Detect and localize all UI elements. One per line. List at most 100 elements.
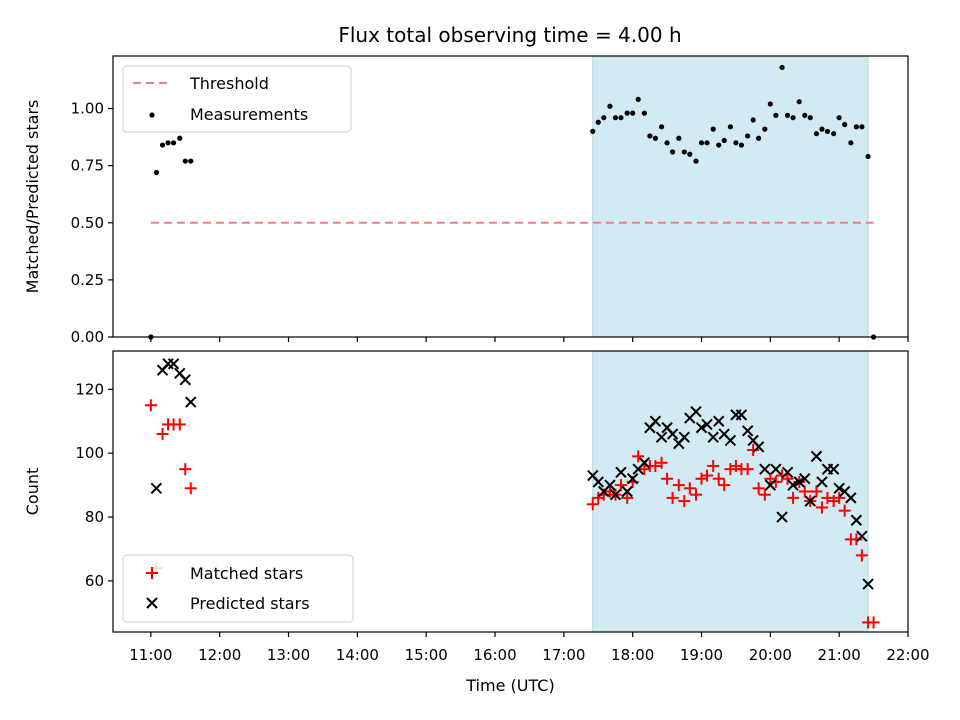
measurement-point xyxy=(750,117,756,123)
matched-star-point xyxy=(707,459,720,472)
measurement-point xyxy=(177,135,183,141)
measurement-point xyxy=(727,124,734,130)
predicted-star-point xyxy=(162,358,174,370)
matched-star-point xyxy=(621,491,634,504)
measurement-point xyxy=(831,131,837,137)
measurement-point xyxy=(153,169,159,176)
measurement-point xyxy=(853,124,859,130)
predicted-star-point xyxy=(850,514,863,526)
measurement-point xyxy=(693,158,699,164)
measurement-point xyxy=(170,140,177,146)
measurement-point xyxy=(159,142,166,148)
y-tick-label: 0.00 xyxy=(71,328,104,346)
matched-star-point xyxy=(690,488,702,501)
x-axis-label: Time (UTC) xyxy=(465,676,554,695)
matched-star-point xyxy=(815,501,828,514)
matched-star-point xyxy=(798,485,811,498)
measurement-point xyxy=(813,131,820,137)
predicted-star-point xyxy=(810,450,823,463)
y-tick-label: 1.00 xyxy=(71,100,104,118)
bottom-observing-span xyxy=(592,350,869,633)
predicted-star-point xyxy=(833,482,845,495)
x-tick-label: 16:00 xyxy=(473,646,516,664)
predicted-star-point xyxy=(793,476,805,488)
measurement-point xyxy=(182,158,188,164)
predicted-star-point xyxy=(752,441,765,453)
matched-star-point xyxy=(701,469,714,482)
measurement-point xyxy=(716,142,722,148)
predicted-star-point xyxy=(799,473,811,485)
matched-star-point xyxy=(655,456,668,469)
x-tick-label: 14:00 xyxy=(336,646,379,664)
matched-star-point xyxy=(586,498,599,511)
x-tick-label: 11:00 xyxy=(129,646,172,664)
measurement-point xyxy=(842,121,848,128)
predicted-star-point xyxy=(856,530,868,542)
measurement-point xyxy=(745,133,751,139)
predicted-star-point xyxy=(655,431,668,443)
matched-star-point xyxy=(683,482,696,495)
predicted-star-point xyxy=(592,476,604,488)
predicted-star-point xyxy=(615,466,627,479)
predicted-star-point xyxy=(735,409,748,421)
matched-star-point xyxy=(661,472,674,485)
predicted-star-point xyxy=(827,463,840,475)
matched-star-point xyxy=(810,485,823,498)
measurement-point xyxy=(188,158,194,164)
bottom-y-axis-label: Count xyxy=(23,468,42,516)
measurement-point xyxy=(824,128,831,134)
measurement-point xyxy=(859,124,865,130)
predicted-star-point xyxy=(764,479,777,491)
legend-matched-label: Matched stars xyxy=(190,564,303,583)
matched-star-point xyxy=(821,491,834,504)
predicted-star-point xyxy=(626,473,639,485)
predicted-star-point xyxy=(185,396,197,408)
matched-star-point xyxy=(678,495,691,508)
measurement-point xyxy=(652,135,658,141)
matched-star-point xyxy=(769,475,782,488)
measurement-point xyxy=(590,128,596,134)
matched-star-point xyxy=(867,616,880,629)
measurement-point xyxy=(738,142,745,148)
measurement-point xyxy=(687,151,693,157)
matched-star-point xyxy=(718,479,731,492)
x-tick-label: 21:00 xyxy=(818,646,861,664)
predicted-star-point xyxy=(690,405,702,418)
measurement-point xyxy=(733,140,739,146)
matched-star-point xyxy=(781,472,794,485)
measurement-point xyxy=(601,115,607,121)
measurement-point xyxy=(624,110,630,116)
bottom-legend: Matched stars Predicted stars xyxy=(122,554,354,623)
measurement-point xyxy=(807,115,813,121)
measurement-point xyxy=(784,112,791,118)
measurement-point xyxy=(607,103,613,109)
measurement-point xyxy=(641,110,647,116)
predicted-star-point xyxy=(621,485,633,498)
predicted-star-point xyxy=(770,463,782,475)
measurement-point xyxy=(779,64,785,71)
measurement-point xyxy=(647,133,653,139)
measurement-point xyxy=(819,126,825,132)
y-tick-label: 80 xyxy=(85,508,104,526)
top-y-axis-label: Matched/Predicted stars xyxy=(23,100,42,294)
predicted-star-point xyxy=(781,466,794,479)
measurement-point xyxy=(595,119,601,125)
measurement-point xyxy=(676,135,682,141)
x-tick-label: 15:00 xyxy=(405,646,448,664)
predicted-star-point xyxy=(759,463,771,475)
predicted-star-point xyxy=(701,418,713,431)
x-tick-label: 18:00 xyxy=(611,646,654,664)
top-observing-span xyxy=(592,55,869,338)
bottom-plot-frame xyxy=(112,350,909,633)
legend-predicted-label: Predicted stars xyxy=(190,594,310,613)
measurement-point xyxy=(796,99,802,105)
y-tick-label: 120 xyxy=(75,380,104,398)
predicted-star-point xyxy=(638,457,651,469)
matched-star-point xyxy=(649,459,662,472)
matched-star-point xyxy=(712,472,725,485)
predicted-star-point xyxy=(707,431,719,443)
matched-star-point xyxy=(747,443,760,456)
measurement-point xyxy=(658,124,665,130)
top-plot-frame xyxy=(112,55,909,338)
